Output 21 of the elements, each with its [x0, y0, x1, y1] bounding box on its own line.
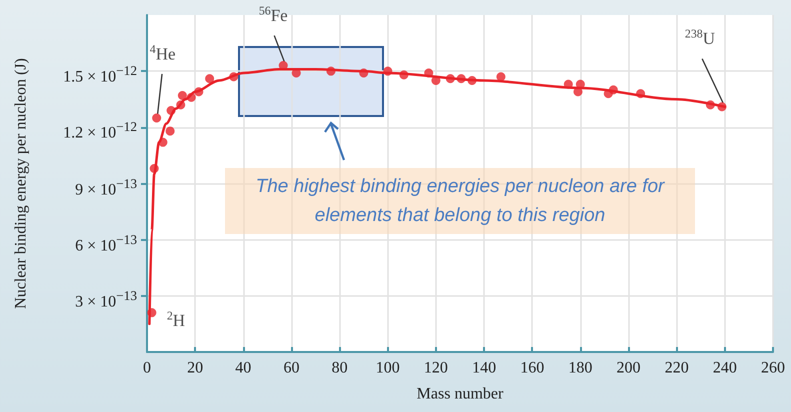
x-tick-label: 160	[520, 360, 544, 376]
y-axis-title: Nuclear binding energy per nucleon (J)	[12, 58, 30, 309]
x-tick-label: 40	[235, 360, 252, 376]
x-tick-label: 260	[761, 360, 785, 376]
x-tick-label: 100	[376, 360, 400, 376]
x-tick-label: 20	[187, 360, 204, 376]
y-tick-label: 1.2 × 10$^{−12}$	[63, 118, 137, 142]
x-tick-label: 0	[143, 360, 151, 376]
x-tick-label: 220	[664, 360, 689, 376]
y-tick-label: 6 × 10$^{−13}$	[75, 230, 137, 254]
x-tick-label: 180	[568, 360, 592, 376]
x-tick-label: 200	[616, 360, 641, 376]
y-tick-label: 3 × 10$^{−13}$	[75, 286, 137, 310]
y-tick-label: 1.5 × 10$^{−12}$	[63, 62, 137, 86]
x-tick-label: 140	[472, 360, 496, 376]
x-axis-title: Mass number	[416, 386, 504, 402]
x-tick-label: 60	[283, 360, 300, 376]
x-tick-label: 80	[332, 360, 348, 376]
x-tick-label: 240	[712, 360, 737, 376]
x-tick-label: 120	[424, 360, 448, 376]
y-tick-label: 9 × 10$^{−13}$	[75, 174, 137, 198]
